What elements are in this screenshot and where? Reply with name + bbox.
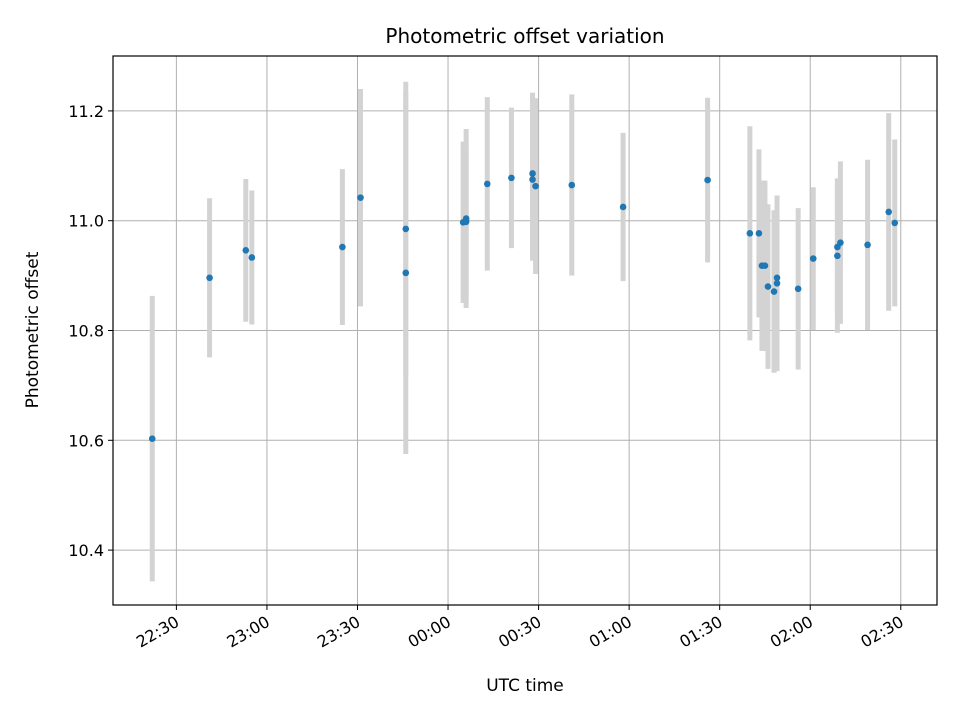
data-point	[462, 215, 470, 222]
data-point	[529, 176, 536, 183]
data-point	[357, 194, 364, 201]
y-axis: 10.4 10.6 10.8 11.0 11.2	[68, 102, 113, 560]
data-point	[773, 274, 781, 282]
data-point	[770, 288, 778, 295]
y-tick-label: 10.6	[68, 431, 104, 450]
y-tick-label: 11.2	[68, 102, 104, 121]
data-point	[483, 180, 491, 188]
y-tick-label: 11.0	[68, 212, 104, 231]
data-point	[809, 255, 817, 262]
data-point	[248, 254, 256, 261]
data-point	[402, 269, 410, 277]
data-point	[529, 170, 536, 177]
data-point	[764, 283, 772, 290]
data-point	[532, 182, 539, 190]
data-point	[339, 243, 346, 251]
data-point	[746, 230, 754, 237]
data-point	[148, 435, 156, 442]
data-point	[568, 181, 576, 189]
y-tick-label: 10.8	[68, 322, 104, 341]
grid	[113, 56, 937, 605]
data-point	[755, 230, 763, 237]
data-points	[148, 170, 899, 442]
y-axis-label: Photometric offset	[23, 251, 43, 408]
data-point	[206, 274, 213, 282]
data-point	[761, 262, 769, 270]
data-point	[891, 219, 899, 227]
data-point	[704, 176, 711, 184]
data-point	[242, 247, 250, 254]
data-point	[773, 279, 781, 287]
chart-title: Photometric offset variation	[385, 24, 664, 48]
data-point	[794, 285, 802, 293]
data-point	[837, 239, 844, 246]
data-point	[508, 174, 515, 182]
data-point	[619, 203, 627, 211]
y-tick-label: 10.4	[68, 541, 104, 560]
data-point	[402, 225, 410, 233]
data-point	[885, 208, 893, 216]
data-point	[834, 252, 841, 260]
data-point	[864, 241, 871, 249]
x-axis-label: UTC time	[486, 676, 564, 696]
